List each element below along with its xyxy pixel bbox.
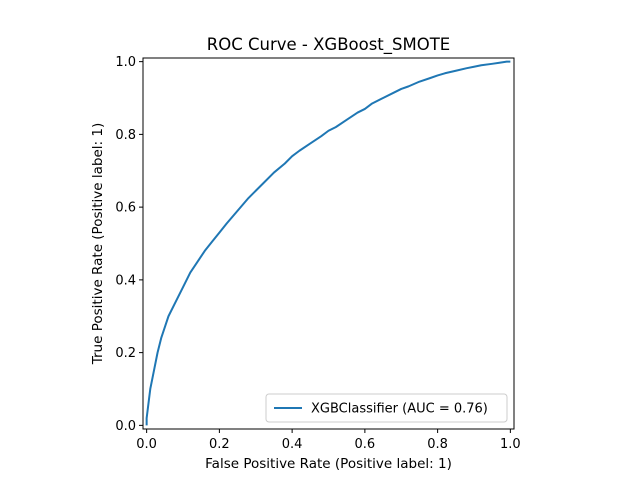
plot-area [142, 57, 515, 430]
y-tick-label: 0.4 [115, 273, 136, 288]
y-axis-ticks: 0.0 0.2 0.4 0.6 0.8 1.0 [115, 55, 143, 434]
x-tick-label: 0.8 [427, 437, 448, 452]
x-tick-label: 0.4 [282, 437, 303, 452]
series-layer [145, 60, 511, 426]
plot-frame [142, 57, 515, 430]
y-tick-label: 0.8 [115, 128, 136, 143]
x-axis-label: False Positive Rate (Positive label: 1) [205, 456, 452, 472]
legend-frame [265, 393, 508, 423]
x-tick-label: 0.6 [355, 437, 376, 452]
x-tick-label: 0.0 [136, 437, 157, 452]
series-line-xgbclassifier [145, 60, 511, 426]
x-axis-ticks: 0.0 0.2 0.4 0.6 0.8 1.0 [136, 429, 521, 452]
y-tick-label: 0.6 [115, 201, 136, 216]
x-tick-label: 1.0 [500, 437, 521, 452]
y-axis-label: True Positive Rate (Positive label: 1) [90, 123, 106, 366]
x-tick-label: 0.2 [209, 437, 230, 452]
y-tick-label: 0.2 [115, 346, 136, 361]
chart-title: ROC Curve - XGBoost_SMOTE [207, 35, 450, 55]
y-tick-label: 0.0 [115, 419, 136, 434]
legend-label-xgbclassifier: XGBClassifier (AUC = 0.76) [311, 402, 488, 417]
y-tick-label: 1.0 [115, 55, 136, 70]
legend: XGBClassifier (AUC = 0.76) [265, 393, 508, 423]
